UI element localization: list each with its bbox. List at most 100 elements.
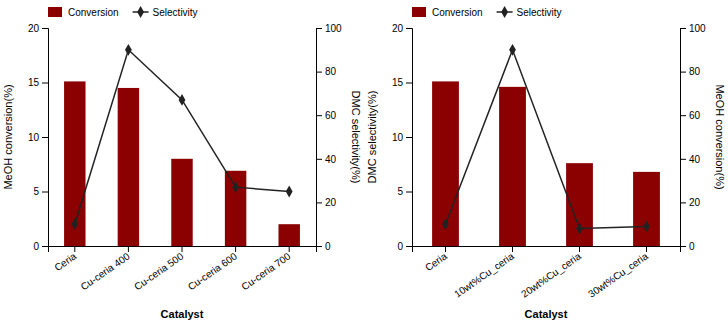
y2-tick-line bbox=[316, 159, 322, 160]
x-tick: Cu-ceria 600 bbox=[186, 246, 240, 292]
legend: Conversion Selectivity bbox=[412, 6, 562, 18]
y-tick: 20 bbox=[392, 23, 412, 34]
x-tick-label: 20wt%Cu_ceria bbox=[519, 250, 583, 299]
marker bbox=[442, 218, 449, 230]
x-tick: 20wt%Cu_ceria bbox=[519, 246, 583, 300]
marker bbox=[643, 220, 650, 232]
x-tick-line bbox=[74, 246, 75, 252]
y2-tick: 0 bbox=[316, 241, 331, 252]
bar bbox=[118, 88, 139, 246]
y-tick: 5 bbox=[397, 186, 412, 197]
y2-tick: 20 bbox=[680, 197, 701, 208]
y2-tick-label: 0 bbox=[689, 241, 695, 252]
x-axis: Ceria10wt%Cu_ceria20wt%Cu_ceria30wt%Cu_c… bbox=[413, 246, 681, 300]
x-tick-line bbox=[128, 246, 129, 252]
y-axis: 0 5 10 15 20 bbox=[28, 23, 49, 252]
panel: Ceria10wt%Cu_ceria20wt%Cu_ceria30wt%Cu_c… bbox=[366, 6, 726, 320]
y-tick-label: 15 bbox=[392, 77, 404, 88]
line-series bbox=[71, 44, 292, 230]
y2-tick-label: 20 bbox=[689, 197, 701, 208]
y2-tick-line bbox=[680, 115, 686, 116]
x-tick-label: 30wt%Cu_ceria bbox=[586, 250, 650, 299]
legend-label: Conversion bbox=[68, 7, 119, 18]
y2-tick-line bbox=[680, 246, 686, 247]
line bbox=[446, 50, 647, 229]
y-tick-label: 20 bbox=[28, 23, 40, 34]
y2-tick-label: 0 bbox=[325, 241, 331, 252]
y-tick: 20 bbox=[28, 23, 48, 34]
y-tick: 15 bbox=[28, 77, 48, 88]
x-tick: Cu-ceria 400 bbox=[79, 246, 133, 292]
bar bbox=[171, 159, 192, 246]
y-tick: 15 bbox=[392, 77, 412, 88]
y2-tick: 80 bbox=[680, 66, 701, 77]
bar bbox=[633, 172, 660, 246]
y-tick: 0 bbox=[33, 241, 48, 252]
y2-tick-line bbox=[680, 72, 686, 73]
y2-tick-label: 40 bbox=[325, 154, 337, 165]
x-tick: Ceria bbox=[52, 246, 78, 273]
y-tick-line bbox=[406, 192, 412, 193]
y-tick-line bbox=[406, 83, 412, 84]
marker bbox=[509, 44, 516, 56]
x-tick-line bbox=[579, 246, 580, 252]
x-tick: Cu-ceria 700 bbox=[239, 246, 293, 292]
y2-axis-line bbox=[317, 29, 323, 247]
y-tick-label: 10 bbox=[392, 132, 404, 143]
y2-tick-line bbox=[316, 72, 322, 73]
legend-swatch bbox=[412, 7, 426, 17]
legend-marker bbox=[137, 6, 144, 18]
y-axis-title: DMC selectivity(%) bbox=[366, 91, 378, 184]
x-axis-title: Catalyst bbox=[161, 308, 204, 320]
y2-axis: 020406080100 bbox=[680, 23, 706, 252]
chart-svg: CeriaCu-ceria 400Cu-ceria 500Cu-ceria 60… bbox=[0, 0, 728, 326]
y2-tick-label: 60 bbox=[325, 110, 337, 121]
legend-label: Selectivity bbox=[153, 7, 198, 18]
legend-item: Selectivity bbox=[497, 6, 562, 18]
y2-tick: 100 bbox=[680, 23, 706, 34]
marker bbox=[179, 94, 186, 106]
y-tick-line bbox=[406, 246, 412, 247]
y2-tick: 60 bbox=[680, 110, 701, 121]
x-axis-line bbox=[413, 247, 681, 253]
plot-area bbox=[64, 44, 300, 246]
y2-tick-label: 100 bbox=[689, 23, 706, 34]
y-tick-line bbox=[406, 28, 412, 29]
bar-series bbox=[64, 81, 300, 246]
y-tick-label: 0 bbox=[397, 241, 403, 252]
y2-tick-label: 80 bbox=[325, 66, 337, 77]
marker bbox=[576, 223, 583, 235]
y-tick: 10 bbox=[28, 132, 48, 143]
bar bbox=[225, 171, 246, 246]
y-axis-line bbox=[406, 29, 413, 247]
legend-label: Conversion bbox=[432, 7, 483, 18]
legend-item: Conversion bbox=[412, 7, 483, 18]
x-tick: Cu-ceria 500 bbox=[132, 246, 186, 292]
legend-label: Selectivity bbox=[517, 7, 562, 18]
legend-marker bbox=[501, 6, 508, 18]
y2-tick-line bbox=[680, 159, 686, 160]
y-tick: 5 bbox=[33, 186, 48, 197]
y2-tick-line bbox=[680, 202, 686, 203]
y-tick-label: 5 bbox=[33, 186, 39, 197]
plot-area bbox=[432, 44, 660, 246]
x-tick-label: Ceria bbox=[52, 250, 78, 273]
legend-item: Conversion bbox=[48, 7, 119, 18]
x-tick-label: Cu-ceria 600 bbox=[186, 250, 240, 292]
line bbox=[75, 50, 289, 224]
y2-tick-line bbox=[316, 115, 322, 116]
y-tick-label: 10 bbox=[28, 132, 40, 143]
y2-tick-line bbox=[316, 28, 322, 29]
y-tick-line bbox=[42, 83, 48, 84]
bar-series bbox=[432, 81, 660, 246]
y2-tick: 20 bbox=[316, 197, 337, 208]
y2-axis-title: MeOH conversion(%) bbox=[714, 84, 726, 189]
y-tick-line bbox=[406, 137, 412, 138]
y-tick: 10 bbox=[392, 132, 412, 143]
bar bbox=[432, 81, 459, 246]
legend-swatch bbox=[48, 7, 62, 17]
y2-tick: 60 bbox=[316, 110, 337, 121]
x-tick-label: Cu-ceria 700 bbox=[239, 250, 293, 292]
y-tick-line bbox=[42, 246, 48, 247]
x-tick: 10wt%Cu_ceria bbox=[452, 246, 516, 300]
